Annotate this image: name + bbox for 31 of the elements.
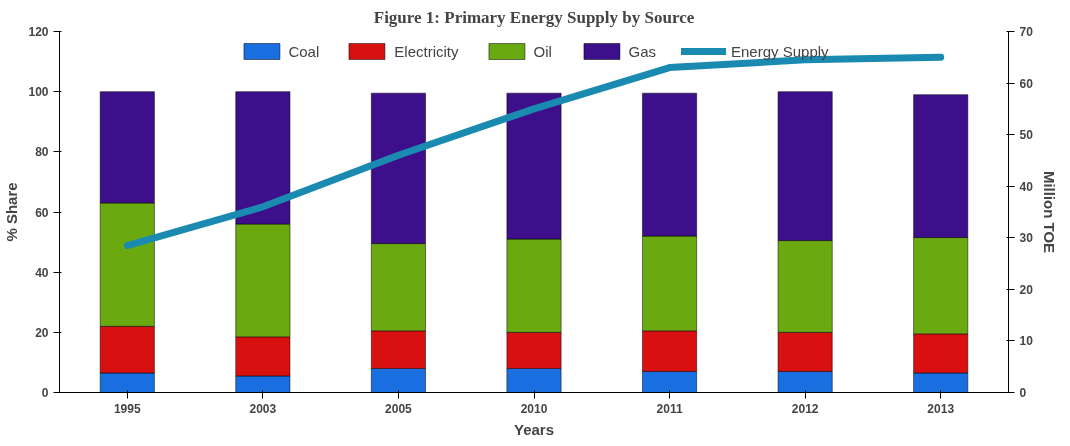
x-tick-label: 2005 bbox=[385, 401, 413, 416]
y2-tick-label: 0 bbox=[1019, 386, 1027, 400]
legend-label: Energy Supply bbox=[731, 42, 829, 60]
y2-tick-label: 50 bbox=[1019, 128, 1034, 143]
y-tick-label: 100 bbox=[28, 85, 49, 100]
y-tick-label: 0 bbox=[41, 386, 49, 400]
legend-label: Electricity bbox=[394, 42, 459, 60]
legend-label: Gas bbox=[628, 42, 656, 60]
y-tick-label: 20 bbox=[35, 325, 49, 340]
x-tick-label: 2010 bbox=[520, 401, 548, 416]
x-tick-label: 2003 bbox=[249, 401, 277, 416]
y2-tick-label: 10 bbox=[1019, 334, 1034, 349]
x-tick-label: 1995 bbox=[113, 401, 141, 416]
y2-axis-title: Million TOE bbox=[1040, 170, 1058, 254]
legend-label: Oil bbox=[533, 42, 553, 60]
x-axis-title: Years bbox=[513, 420, 555, 438]
y2-tick-label: 20 bbox=[1019, 282, 1034, 297]
x-tick-label: 2012 bbox=[791, 401, 819, 416]
chart-title: Figure 1: Primary Energy Supply by Source bbox=[373, 7, 695, 27]
y-tick-label: 60 bbox=[35, 205, 49, 220]
y2-tick-label: 70 bbox=[1019, 25, 1034, 39]
y-tick-label: 120 bbox=[28, 25, 49, 39]
y-axis-title: % Share bbox=[3, 182, 21, 242]
x-tick-label: 2013 bbox=[927, 401, 955, 416]
y-tick-label: 80 bbox=[35, 145, 49, 160]
y2-tick-label: 30 bbox=[1019, 231, 1034, 246]
x-tick-label: 2011 bbox=[656, 401, 683, 416]
y-tick-label: 40 bbox=[35, 265, 49, 280]
y2-tick-label: 40 bbox=[1019, 179, 1034, 194]
legend-label: Coal bbox=[288, 42, 320, 60]
y2-tick-label: 60 bbox=[1019, 76, 1034, 91]
